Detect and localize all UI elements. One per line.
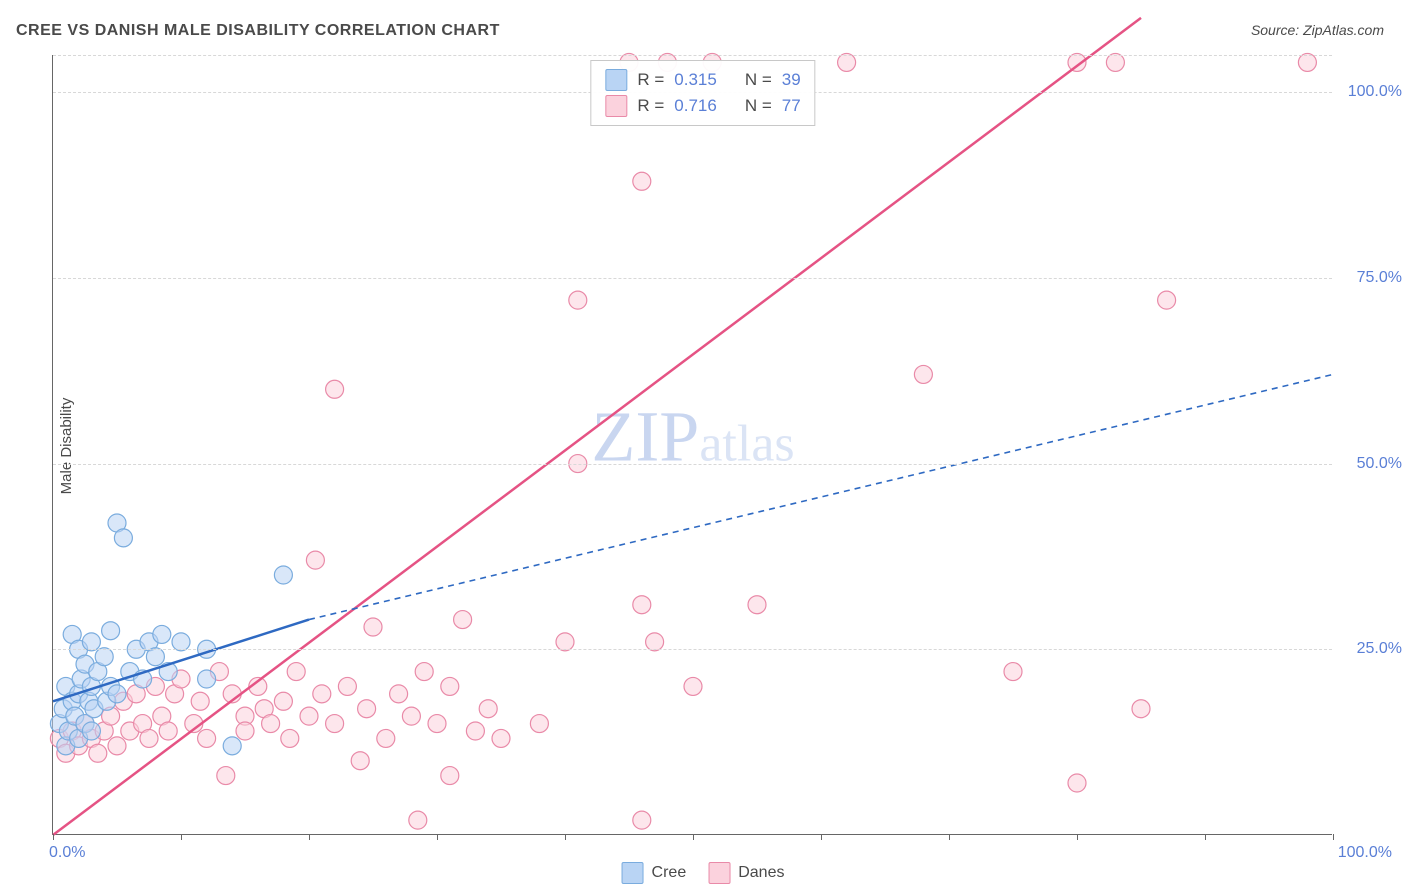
y-tick-label: 100.0% (1342, 83, 1402, 101)
data-point (217, 767, 235, 785)
data-point (409, 811, 427, 829)
data-point (326, 715, 344, 733)
data-point (262, 715, 280, 733)
data-point (274, 566, 292, 584)
cree-legend-swatch (622, 862, 644, 884)
data-point (1004, 663, 1022, 681)
y-tick-label: 75.0% (1342, 269, 1402, 287)
data-point (684, 677, 702, 695)
data-point (287, 663, 305, 681)
x-tick-label-0: 0.0% (49, 844, 85, 862)
data-point (633, 172, 651, 190)
legend: Cree Danes (622, 862, 785, 884)
data-point (428, 715, 446, 733)
n-label: N = (745, 70, 772, 90)
data-point (82, 633, 100, 651)
data-point (377, 729, 395, 747)
data-point (102, 622, 120, 640)
data-point (838, 53, 856, 71)
trend-line (309, 374, 1333, 619)
danes-legend-label: Danes (738, 864, 784, 882)
r-label: R = (637, 96, 664, 116)
data-point (415, 663, 433, 681)
data-point (191, 692, 209, 710)
data-point (172, 633, 190, 651)
r-label: R = (637, 70, 664, 90)
data-point (108, 685, 126, 703)
cree-swatch (605, 69, 627, 91)
legend-item-danes: Danes (708, 862, 784, 884)
danes-n-value: 77 (782, 96, 801, 116)
data-point (748, 596, 766, 614)
trend-line (53, 18, 1141, 835)
data-point (300, 707, 318, 725)
data-point (1106, 53, 1124, 71)
data-point (281, 729, 299, 747)
data-point (441, 677, 459, 695)
data-point (236, 722, 254, 740)
danes-swatch (605, 95, 627, 117)
data-point (479, 700, 497, 718)
data-point (223, 737, 241, 755)
data-point (159, 722, 177, 740)
data-point (198, 670, 216, 688)
data-point (95, 648, 113, 666)
y-tick-label: 50.0% (1342, 455, 1402, 473)
data-point (198, 729, 216, 747)
stats-row-danes: R = 0.716 N = 77 (605, 93, 800, 119)
data-point (633, 596, 651, 614)
data-point (114, 529, 132, 547)
data-point (646, 633, 664, 651)
data-point (358, 700, 376, 718)
data-point (108, 737, 126, 755)
cree-n-value: 39 (782, 70, 801, 90)
cree-r-value: 0.315 (674, 70, 717, 90)
data-point (633, 811, 651, 829)
data-point (274, 692, 292, 710)
correlation-stats-box: R = 0.315 N = 39 R = 0.716 N = 77 (590, 60, 815, 126)
chart-title: CREE VS DANISH MALE DISABILITY CORRELATI… (16, 22, 500, 40)
data-point (1158, 291, 1176, 309)
data-point (492, 729, 510, 747)
data-point (569, 291, 587, 309)
danes-r-value: 0.716 (674, 96, 717, 116)
data-point (351, 752, 369, 770)
data-point (1132, 700, 1150, 718)
data-point (140, 729, 158, 747)
data-point (530, 715, 548, 733)
danes-legend-swatch (708, 862, 730, 884)
data-point (89, 744, 107, 762)
scatter-chart: ZIPatlas (53, 55, 1333, 835)
data-point (338, 677, 356, 695)
plot-area: ZIPatlas 25.0%50.0%75.0%100.0% 0.0% 100.… (52, 55, 1332, 835)
data-point (556, 633, 574, 651)
source-attribution: Source: ZipAtlas.com (1251, 22, 1384, 38)
data-point (326, 380, 344, 398)
data-point (914, 365, 932, 383)
x-tick-label-100: 100.0% (1338, 844, 1392, 862)
legend-item-cree: Cree (622, 862, 687, 884)
data-point (390, 685, 408, 703)
cree-legend-label: Cree (652, 864, 687, 882)
data-point (364, 618, 382, 636)
n-label: N = (745, 96, 772, 116)
data-point (82, 722, 100, 740)
data-point (313, 685, 331, 703)
data-point (1298, 53, 1316, 71)
data-point (306, 551, 324, 569)
data-point (153, 625, 171, 643)
data-point (466, 722, 484, 740)
stats-row-cree: R = 0.315 N = 39 (605, 67, 800, 93)
data-point (146, 648, 164, 666)
data-point (454, 611, 472, 629)
data-point (402, 707, 420, 725)
y-tick-label: 25.0% (1342, 640, 1402, 658)
data-point (441, 767, 459, 785)
data-point (1068, 774, 1086, 792)
